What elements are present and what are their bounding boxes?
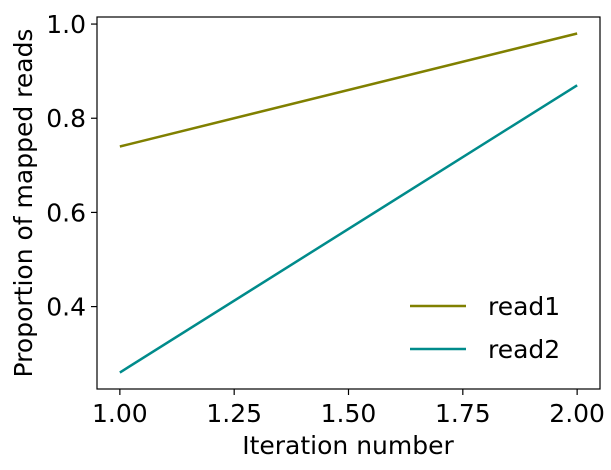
x-tick-label: 1.00 (92, 399, 148, 428)
y-axis-label: Proportion of mapped reads (9, 29, 38, 378)
legend: read1 read2 (410, 292, 560, 364)
y-tick-label: 1.0 (46, 10, 86, 39)
x-tick-label: 2.00 (549, 399, 605, 428)
y-axis-ticks: 0.4 0.6 0.8 1.0 (46, 10, 97, 322)
x-tick-label: 1.50 (321, 399, 377, 428)
x-axis-label: Iteration number (242, 431, 454, 460)
legend-label-read1: read1 (488, 292, 560, 321)
y-tick-label: 0.8 (46, 104, 86, 133)
series-lines (119, 32, 578, 374)
plot-area (96, 16, 601, 390)
series-line-read1 (119, 32, 578, 148)
x-tick-label: 1.75 (435, 399, 491, 428)
legend-label-read2: read2 (488, 335, 560, 364)
series-line-read2 (119, 84, 578, 374)
y-tick-label: 0.6 (46, 198, 86, 227)
x-tick-label: 1.25 (206, 399, 262, 428)
y-tick-label: 0.4 (46, 293, 86, 322)
x-axis-ticks: 1.00 1.25 1.50 1.75 2.00 (92, 389, 605, 428)
